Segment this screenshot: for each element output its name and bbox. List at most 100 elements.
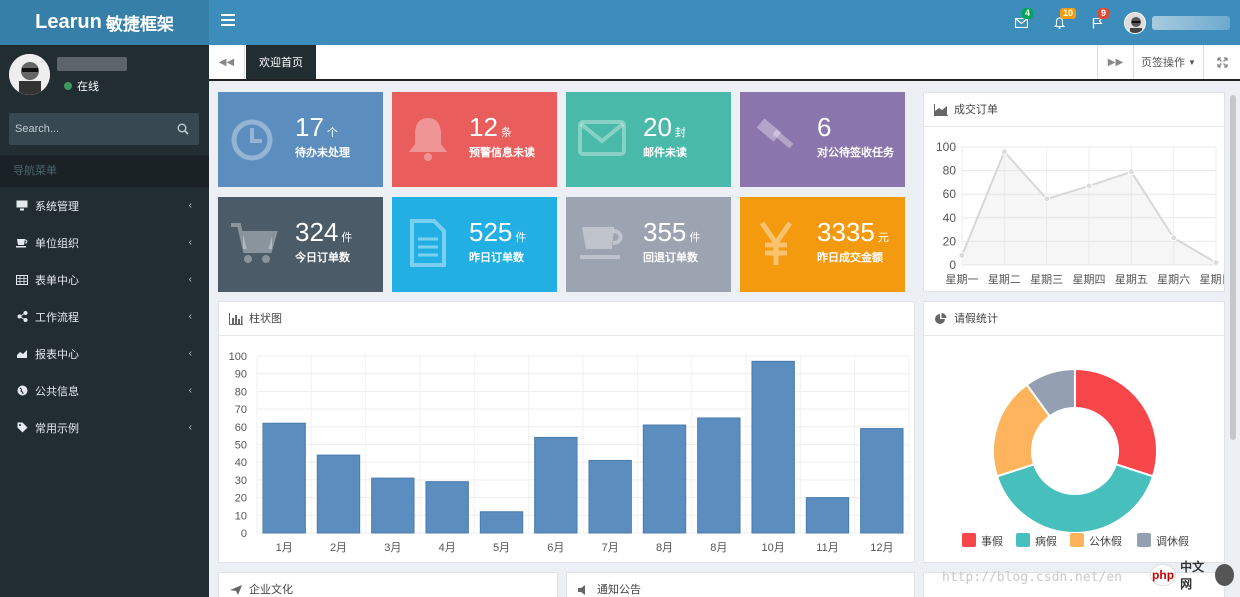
legend-swatch <box>1070 533 1084 547</box>
chevron-left-icon: ‹ <box>188 311 192 322</box>
bar <box>262 422 306 534</box>
x-tick-label: 3月 <box>384 542 401 554</box>
sidebar: 在线 导航菜单 系统管理 ‹ 单位组织 ‹ 表单中心 ‹ 工作流程 ‹ 报表中心 <box>0 45 209 597</box>
stat-tile[interactable]: 3335 元昨日成交金额 <box>740 197 905 292</box>
stat-number: 20 <box>643 112 672 142</box>
stat-tile[interactable]: 17 个待办未处理 <box>218 92 383 187</box>
sidebar-item-label: 表单中心 <box>35 274 79 287</box>
stat-number: 324 <box>295 217 339 247</box>
panel-title: 通知公告 <box>597 584 641 596</box>
sidebar-item-examples[interactable]: 常用示例 ‹ <box>0 409 209 446</box>
watermark: http://blog.csdn.net/en <box>942 570 1123 585</box>
bar <box>588 459 632 534</box>
send-icon <box>230 585 242 595</box>
messages-button[interactable]: 4 <box>1002 0 1040 45</box>
stat-tile[interactable]: 525 件昨日订单数 <box>392 197 557 292</box>
bar <box>751 360 795 534</box>
circle-icon <box>1215 564 1234 586</box>
data-point <box>1170 234 1178 242</box>
sidebar-item-reports[interactable]: 报表中心 ‹ <box>0 335 209 372</box>
sidebar-item-label: 单位组织 <box>35 237 79 250</box>
bar <box>642 424 687 534</box>
stat-label: 对公待签收任务 <box>817 147 894 159</box>
stat-label: 今日订单数 <box>295 252 350 264</box>
yen-icon <box>752 219 800 267</box>
stat-value: 20 封 <box>643 112 686 148</box>
tab-ops-label: 页签操作 <box>1141 57 1186 69</box>
share-icon <box>16 311 28 323</box>
sidebar-item-public[interactable]: 公共信息 ‹ <box>0 372 209 409</box>
user-panel: 在线 <box>0 45 209 105</box>
search-icon[interactable] <box>177 123 189 135</box>
messages-badge: 4 <box>1022 8 1034 19</box>
leave-chart-panel: 请假统计 事假 病假 公休假 调休假 <box>923 301 1225 563</box>
data-point <box>1127 168 1135 176</box>
stat-unit: 件 <box>515 232 527 244</box>
stat-tile[interactable]: 6 对公待签收任务 <box>740 92 905 187</box>
sidebar-item-workflow[interactable]: 工作流程 ‹ <box>0 298 209 335</box>
cup-icon <box>578 219 626 267</box>
stat-tile[interactable]: 355 件回退订单数 <box>566 197 731 292</box>
stat-tile[interactable]: 324 件今日订单数 <box>218 197 383 292</box>
alerts-badge: 10 <box>1060 8 1077 19</box>
brand-cn: 敏捷框架 <box>105 15 174 34</box>
fullscreen-button[interactable] <box>1203 45 1240 79</box>
stat-label: 邮件未读 <box>643 147 687 159</box>
tasks-button[interactable]: 9 <box>1078 0 1116 45</box>
stat-tile[interactable]: 20 封邮件未读 <box>566 92 731 187</box>
x-tick-label: 1月 <box>276 542 293 554</box>
scrollbar[interactable] <box>1230 95 1236 440</box>
expand-icon <box>1216 56 1228 68</box>
stat-label: 昨日订单数 <box>469 252 524 264</box>
panel-header: 通知公告 <box>567 573 914 597</box>
avatar <box>9 54 50 95</box>
chevron-left-icon: ‹ <box>188 348 192 359</box>
stat-number: 17 <box>295 112 324 142</box>
file-icon <box>404 219 452 267</box>
y-tick-label: 40 <box>235 457 247 469</box>
sidebar-search <box>9 113 199 145</box>
site-logo: php 中文网 <box>1150 553 1234 597</box>
x-tick-label: 6月 <box>547 542 564 554</box>
sidebar-item-org[interactable]: 单位组织 ‹ <box>0 224 209 261</box>
chevron-left-icon: ‹ <box>188 422 192 433</box>
tab-ops-dropdown[interactable]: 页签操作 ▼ <box>1133 45 1203 79</box>
stat-number: 6 <box>817 112 832 142</box>
chevron-left-icon: ‹ <box>188 200 192 211</box>
panel-header: 柱状图 <box>219 302 914 336</box>
alerts-button[interactable]: 10 <box>1040 0 1078 45</box>
y-tick-label: 60 <box>235 422 247 434</box>
sidebar-item-forms[interactable]: 表单中心 ‹ <box>0 261 209 298</box>
user-menu[interactable] <box>1116 0 1240 45</box>
backward-icon: ◀◀ <box>218 56 235 68</box>
caret-down-icon: ▼ <box>1188 57 1196 67</box>
bar <box>479 511 524 534</box>
area-fill <box>962 151 1216 265</box>
tab-scroll-right-button[interactable]: ▶▶ <box>1097 45 1133 79</box>
stat-label: 待办未处理 <box>295 147 350 159</box>
stat-label: 昨日成交金额 <box>817 252 883 264</box>
x-tick-label: 星期一 <box>946 273 979 286</box>
data-point <box>1212 259 1220 267</box>
tab-home[interactable]: 欢迎首页 <box>246 45 316 79</box>
panel-title: 请假统计 <box>954 313 998 325</box>
donut-slice <box>1025 367 1076 418</box>
panel-header: 请假统计 <box>924 302 1224 336</box>
cart-icon <box>230 219 278 267</box>
stat-number: 12 <box>469 112 498 142</box>
area-chart: 0 20 40 60 80 100 星期一星期二星期三星期四星期五星期六星期日 <box>936 140 1233 286</box>
x-tick-label: 5月 <box>493 542 510 554</box>
stat-value: 525 件 <box>469 217 526 253</box>
stat-tile[interactable]: 12 条预警信息未读 <box>392 92 557 187</box>
tab-scroll-left-button[interactable]: ◀◀ <box>209 45 245 79</box>
status-label: 在线 <box>77 81 99 93</box>
legend-swatch <box>962 533 976 547</box>
y-tick-label: 80 <box>235 386 247 398</box>
brand-logo[interactable]: Learun 敏捷框架 <box>0 0 209 45</box>
sidebar-item-system[interactable]: 系统管理 ‹ <box>0 187 209 224</box>
area-chart-icon <box>16 348 28 360</box>
search-input[interactable] <box>9 113 164 145</box>
sidebar-toggle-icon[interactable] <box>221 14 235 26</box>
bar <box>371 477 415 534</box>
sidebar-item-label: 公共信息 <box>35 385 79 398</box>
